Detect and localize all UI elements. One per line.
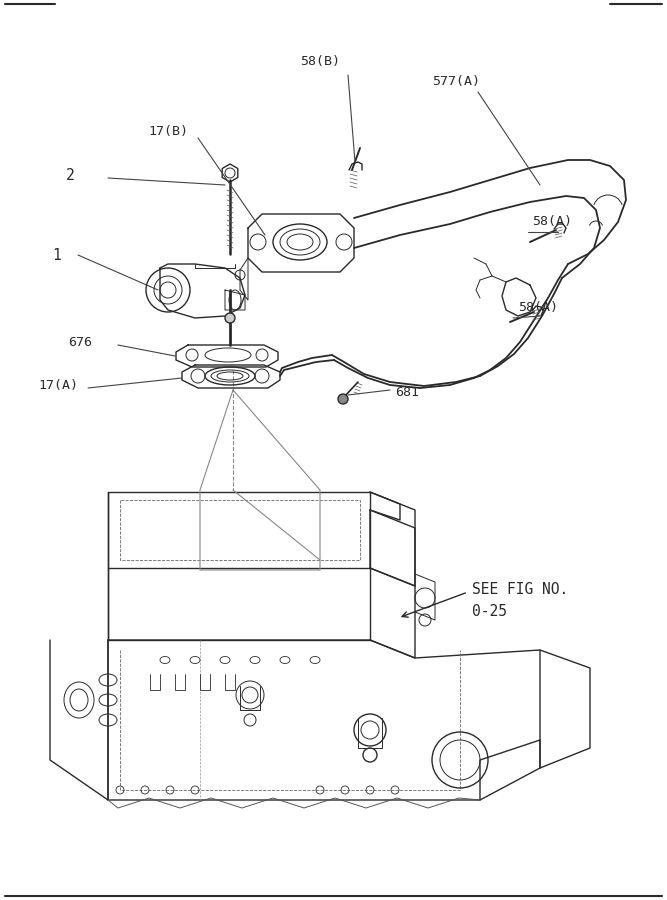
Text: 17(B): 17(B) — [148, 125, 188, 139]
Text: 577(A): 577(A) — [432, 76, 480, 88]
Circle shape — [338, 394, 348, 404]
Text: 58(B): 58(B) — [300, 56, 340, 68]
Text: 17(A): 17(A) — [38, 380, 78, 392]
Text: 0-25: 0-25 — [472, 605, 507, 619]
Text: 676: 676 — [68, 336, 92, 348]
Text: SEE FIG NO.: SEE FIG NO. — [472, 582, 568, 598]
Text: 681: 681 — [395, 385, 419, 399]
Circle shape — [225, 313, 235, 323]
Text: 58(A): 58(A) — [532, 215, 572, 229]
Text: 1: 1 — [52, 248, 61, 263]
Text: 2: 2 — [66, 167, 75, 183]
Text: 58(A): 58(A) — [518, 302, 558, 314]
